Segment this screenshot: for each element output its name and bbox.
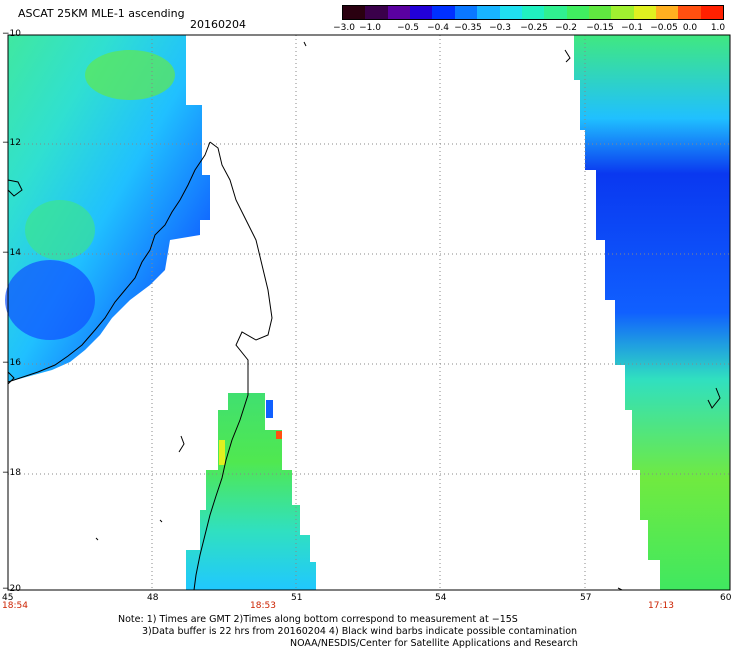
swath-west-green-patch: [25, 200, 95, 260]
colorbar-swatch: [432, 6, 455, 19]
map-title: ASCAT 25KM MLE-1 ascending: [18, 7, 185, 20]
footer-line-1: Note: 1) Times are GMT 2)Times along bot…: [118, 614, 518, 625]
colorbar-swatch: [454, 6, 478, 19]
swath-south-blue-pixel: [266, 400, 273, 418]
colorbar-swatch: [477, 6, 500, 19]
footer-line-2: 3)Data buffer is 22 hrs from 20160204 4)…: [142, 626, 578, 637]
map-date: 20160204: [190, 18, 246, 31]
lon-label: 57: [580, 593, 592, 603]
lon-label: 54: [435, 593, 447, 603]
lon-label: 51: [291, 593, 303, 603]
colorbar-tick-label: −3.0: [333, 23, 355, 33]
footer-line-3: NOAA/NESDIS/Center for Satellite Applica…: [290, 638, 578, 649]
colorbar-swatch: [387, 6, 411, 19]
colorbar-tick-label: −0.4: [427, 23, 449, 33]
lon-label: 60: [720, 593, 732, 603]
coastline: [7, 141, 273, 591]
lat-label: −10: [2, 29, 21, 39]
colorbar-swatch: [700, 6, 724, 19]
colorbar-tick-label: −0.5: [397, 23, 419, 33]
pass-time-label: 17:13: [648, 601, 674, 611]
swath-south-red-pixel: [276, 431, 282, 439]
colorbar-swatch: [365, 6, 388, 19]
lat-label: −18: [2, 468, 21, 478]
swath-west-green-patch: [85, 50, 175, 100]
colorbar: [342, 5, 724, 20]
map-frame: [7, 34, 731, 591]
colorbar-swatch: [678, 6, 701, 19]
lat-label: −16: [2, 358, 21, 368]
colorbar-swatch: [410, 6, 433, 19]
lon-label: 48: [147, 593, 159, 603]
pass-time-label: 18:54: [2, 601, 28, 611]
lat-label: −14: [2, 248, 21, 258]
colorbar-swatch: [521, 6, 545, 19]
colorbar-swatch: [566, 6, 589, 19]
grid: [8, 35, 730, 590]
colorbar-swatch: [343, 6, 366, 19]
colorbar-tick-label: −0.35: [454, 23, 482, 33]
swath-east: [574, 35, 730, 590]
swath-south: [186, 393, 316, 590]
colorbar-tick-label: −0.25: [520, 23, 548, 33]
colorbar-tick-label: −0.3: [489, 23, 511, 33]
lon-label: 45: [2, 593, 14, 603]
colorbar-tick-label: −0.1: [621, 23, 643, 33]
colorbar-swatch: [588, 6, 612, 19]
colorbar-tick-label: −0.05: [650, 23, 678, 33]
colorbar-swatch: [656, 6, 679, 19]
swath-south-yellow-pixel: [219, 440, 225, 465]
pass-time-label: 18:53: [250, 601, 276, 611]
colorbar-tick-label: −0.15: [586, 23, 614, 33]
colorbar-tick-label: 0.0: [682, 23, 698, 33]
swath-west-blue-patch: [5, 260, 95, 340]
colorbar-ticks: −3.0 −1.0 −0.5 −0.4 −0.35 −0.3 −0.25 −0.2 −0.15−…: [328, 23, 738, 35]
colorbar-tick-label: 1.0: [710, 23, 726, 33]
colorbar-swatch: [633, 6, 657, 19]
colorbar-tick-label: −1.0: [359, 23, 381, 33]
colorbar-tick-label: −0.2: [555, 23, 577, 33]
lat-label: −12: [2, 138, 21, 148]
lat-label: −20: [2, 584, 21, 594]
colorbar-swatch: [611, 6, 634, 19]
colorbar-swatch: [499, 6, 522, 19]
colorbar-swatch: [544, 6, 567, 19]
